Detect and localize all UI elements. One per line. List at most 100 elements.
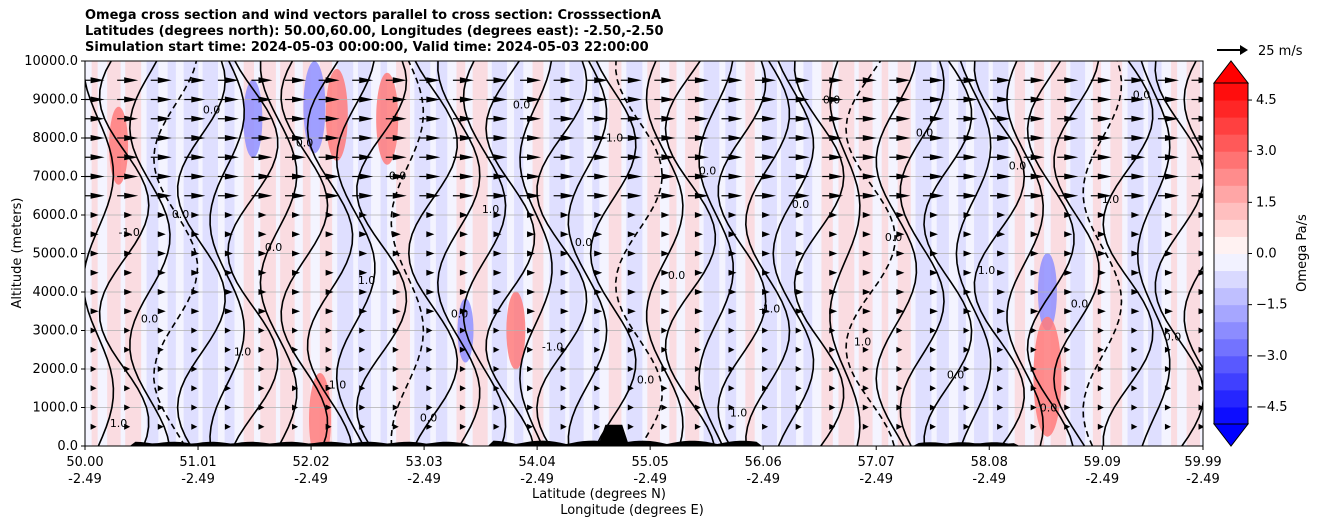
wind-vector	[594, 269, 603, 276]
y-tick-label: 1000.0	[33, 401, 79, 416]
x-tick-label-lon: -2.49	[68, 472, 102, 487]
wind-vector	[459, 135, 474, 141]
wind-vector	[292, 327, 299, 334]
wind-vector	[762, 231, 771, 238]
x-tick-label-lon: -2.49	[1085, 472, 1119, 487]
wind-vector	[1164, 154, 1179, 161]
wind-vector	[1030, 77, 1045, 84]
wind-vector	[1164, 289, 1173, 295]
wind-vector	[325, 192, 340, 199]
wind-vector	[527, 327, 534, 334]
wind-vector	[392, 77, 407, 84]
wind-vector	[1097, 154, 1112, 161]
wind-vector	[862, 308, 871, 315]
contour-label: 0.0	[637, 374, 655, 387]
omega-contour-line	[462, 61, 507, 446]
wind-vector	[90, 269, 99, 276]
wind-vector	[1030, 346, 1037, 353]
wind-vector	[191, 289, 200, 295]
wind-vector	[426, 115, 441, 122]
wind-vector	[1198, 308, 1203, 315]
contour-label: 0.0	[172, 208, 190, 221]
omega-contour-line	[436, 61, 481, 446]
wind-vector	[694, 192, 709, 199]
wind-vector	[426, 173, 441, 180]
wind-vector	[694, 423, 701, 430]
omega-contour-line	[772, 61, 815, 446]
wind-vector	[493, 154, 508, 161]
wind-vector	[829, 96, 844, 103]
wind-vector	[1164, 366, 1171, 372]
wind-vector	[325, 231, 334, 238]
wind-vector	[292, 173, 307, 180]
wind-vector	[728, 154, 743, 161]
wind-vector	[1030, 212, 1039, 218]
wind-vector	[1030, 366, 1037, 372]
wind-vector	[795, 135, 810, 141]
wind-vector	[661, 154, 676, 161]
wind-vector	[459, 289, 468, 295]
wind-vector	[426, 231, 435, 238]
colorbar-label: Omega Pa/s	[1295, 214, 1310, 292]
wind-vector	[1164, 192, 1179, 199]
wind-vector	[191, 77, 206, 84]
wind-vector	[661, 308, 670, 315]
x-tick-label-lon: -2.49	[407, 472, 441, 487]
wind-vector	[896, 154, 911, 161]
wind-vector	[1164, 269, 1173, 276]
wind-vector	[1097, 173, 1112, 180]
wind-vector	[1064, 308, 1073, 315]
wind-vector	[90, 327, 97, 334]
wind-vector	[1198, 135, 1203, 141]
wind-vector	[560, 154, 575, 161]
y-tick-label: 9000.0	[33, 93, 79, 108]
wind-vector	[1064, 96, 1079, 103]
wind-vector	[829, 327, 836, 334]
wind-vector	[661, 289, 670, 295]
wind-vector	[862, 404, 869, 411]
wind-vector	[1064, 385, 1071, 392]
wind-vector	[359, 385, 366, 392]
wind-vector	[1131, 269, 1140, 276]
wind-vector	[1097, 192, 1112, 199]
wind-vector	[997, 77, 1012, 84]
wind-vector	[359, 77, 374, 84]
wind-vector	[963, 404, 970, 411]
wind-vector	[829, 250, 838, 257]
wind-vector	[459, 423, 466, 430]
omega-contour-line	[355, 61, 408, 446]
wind-vector	[896, 250, 905, 257]
wind-vector	[493, 346, 500, 353]
contour-label: 0.0	[1164, 330, 1182, 343]
wind-vector	[963, 250, 972, 257]
omega-positive-pocket	[309, 373, 332, 446]
wind-vector	[527, 269, 536, 276]
wind-vector	[90, 77, 105, 84]
wind-vector	[359, 327, 366, 334]
wind-vector	[1030, 308, 1039, 315]
wind-vector	[157, 154, 172, 161]
contour-label: 0.0	[1071, 297, 1089, 310]
wind-vector	[1164, 212, 1173, 218]
wind-vector	[560, 289, 569, 295]
wind-vector	[359, 212, 368, 218]
wind-vector	[325, 327, 332, 334]
wind-vector	[359, 154, 374, 161]
wind-vector	[325, 423, 332, 430]
wind-vector	[929, 154, 944, 161]
wind-vector	[459, 115, 474, 122]
wind-vector	[997, 327, 1004, 334]
x-tick-label-lon: -2.49	[1186, 472, 1220, 487]
wind-vector	[963, 346, 970, 353]
colorbar-tick-label: −4.5	[1256, 400, 1288, 415]
colorbar-segment	[1214, 117, 1248, 135]
wind-vector	[694, 115, 709, 122]
wind-vector	[1131, 231, 1140, 238]
wind-vector	[1131, 77, 1146, 84]
wind-vector	[157, 308, 166, 315]
wind-vector	[929, 115, 944, 122]
wind-vector	[728, 231, 737, 238]
wind-vector	[762, 308, 771, 315]
colorbar-min-extend	[1212, 423, 1250, 447]
x-tick-label-lat: 53.03	[405, 455, 442, 470]
